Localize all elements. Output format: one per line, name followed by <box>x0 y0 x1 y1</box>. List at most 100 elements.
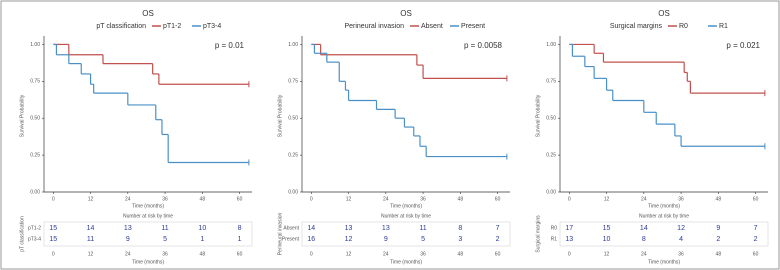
table-x-tick-label: 12 <box>346 251 352 257</box>
legend-label: R1 <box>719 23 728 30</box>
x-tick-label: 24 <box>383 196 389 202</box>
legend-title: pT classification <box>96 23 146 30</box>
risk-count: 11 <box>161 225 168 232</box>
risk-count: 1 <box>200 236 204 243</box>
table-x-tick-label: 36 <box>162 251 168 257</box>
y-tick-label: 1.00 <box>288 42 298 48</box>
risk-count: 12 <box>677 225 685 232</box>
risk-row-label: Absent <box>283 225 299 231</box>
risk-table-y-label: pT classification <box>19 216 25 252</box>
x-tick-label: 12 <box>604 196 610 202</box>
table-x-tick-label: 24 <box>383 251 389 257</box>
x-tick-label: 48 <box>716 196 722 202</box>
x-axis-label: Time (months) <box>132 203 164 209</box>
table-x-tick-label: 48 <box>716 251 722 257</box>
risk-table-x-label: Time (months) <box>648 259 680 265</box>
x-tick-label: 60 <box>237 196 243 202</box>
table-x-tick-label: 48 <box>458 251 464 257</box>
risk-count: 13 <box>345 225 353 232</box>
x-tick-label: 0 <box>568 196 571 202</box>
y-tick-label: 0.00 <box>288 189 298 195</box>
y-tick-label: 1.00 <box>30 42 40 48</box>
x-tick-label: 0 <box>310 196 313 202</box>
y-axis-label: Survival Probability <box>19 94 25 137</box>
risk-table-box <box>301 221 511 247</box>
risk-table-title: Number at risk by time <box>639 213 689 219</box>
y-tick-label: 0.75 <box>288 79 298 85</box>
risk-count: 13 <box>382 225 390 232</box>
x-tick-label: 24 <box>641 196 647 202</box>
chart-title: OS <box>400 9 412 18</box>
risk-count: 1 <box>238 236 242 243</box>
risk-count: 16 <box>307 236 315 243</box>
risk-count: 15 <box>49 236 57 243</box>
legend-title: Surgical margins <box>610 23 663 30</box>
legend-title: Perineural invasion <box>344 23 404 30</box>
x-tick-label: 60 <box>495 196 501 202</box>
y-tick-label: 0.75 <box>30 79 40 85</box>
legend-label: Absent <box>421 23 443 30</box>
y-tick-label: 0.25 <box>546 152 556 158</box>
risk-row-label: R1 <box>551 236 558 242</box>
risk-count: 9 <box>384 236 388 243</box>
risk-table-box <box>43 221 253 247</box>
risk-row-label: pT1-2 <box>28 225 41 231</box>
risk-count: 11 <box>419 225 426 232</box>
p-value: p = 0.0058 <box>464 41 503 50</box>
y-tick-label: 0.00 <box>546 189 556 195</box>
table-x-tick-label: 12 <box>604 251 610 257</box>
risk-count: 14 <box>87 225 95 232</box>
y-tick-label: 0.50 <box>30 116 40 122</box>
risk-count: 5 <box>163 236 167 243</box>
x-tick-label: 12 <box>88 196 94 202</box>
x-axis-label: Time (months) <box>648 203 680 209</box>
legend-label: R0 <box>679 23 688 30</box>
table-x-tick-label: 0 <box>310 251 313 257</box>
table-x-tick-label: 24 <box>125 251 131 257</box>
risk-count: 5 <box>421 236 425 243</box>
risk-count: 15 <box>603 225 611 232</box>
x-tick-label: 36 <box>678 196 684 202</box>
table-x-tick-label: 36 <box>678 251 684 257</box>
risk-count: 2 <box>716 236 720 243</box>
risk-table-box <box>559 221 769 247</box>
risk-table-x-label: Time (months) <box>390 259 422 265</box>
risk-count: 14 <box>640 225 648 232</box>
chart-title: OS <box>142 9 154 18</box>
table-x-tick-label: 60 <box>495 251 501 257</box>
y-tick-label: 0.00 <box>30 189 40 195</box>
risk-count: 14 <box>307 225 315 232</box>
y-tick-label: 0.75 <box>546 79 556 85</box>
table-x-tick-label: 0 <box>568 251 571 257</box>
risk-count: 9 <box>716 225 720 232</box>
risk-table-x-label: Time (months) <box>132 259 164 265</box>
risk-count: 10 <box>198 225 206 232</box>
x-tick-label: 48 <box>200 196 206 202</box>
risk-count: 10 <box>603 236 611 243</box>
risk-count: 7 <box>754 225 758 232</box>
table-x-tick-label: 60 <box>753 251 759 257</box>
table-x-tick-label: 0 <box>52 251 55 257</box>
legend-label: Present <box>461 23 485 30</box>
risk-count: 8 <box>458 225 462 232</box>
x-tick-label: 36 <box>420 196 426 202</box>
p-value: p = 0.01 <box>215 41 245 50</box>
y-tick-label: 0.50 <box>546 116 556 122</box>
x-tick-label: 0 <box>52 196 55 202</box>
legend-label: pT3-4 <box>203 23 221 30</box>
risk-count: 13 <box>565 236 573 243</box>
p-value: p = 0.021 <box>726 41 760 50</box>
table-x-tick-label: 24 <box>641 251 647 257</box>
y-tick-label: 0.25 <box>288 152 298 158</box>
x-tick-label: 24 <box>125 196 131 202</box>
y-tick-label: 0.25 <box>30 152 40 158</box>
table-x-tick-label: 36 <box>420 251 426 257</box>
risk-count: 11 <box>87 236 94 243</box>
y-tick-label: 0.50 <box>288 116 298 122</box>
risk-count: 8 <box>642 236 646 243</box>
risk-count: 17 <box>565 225 573 232</box>
risk-count: 3 <box>458 236 462 243</box>
risk-row-label: R0 <box>551 225 558 231</box>
x-axis-label: Time (months) <box>390 203 422 209</box>
